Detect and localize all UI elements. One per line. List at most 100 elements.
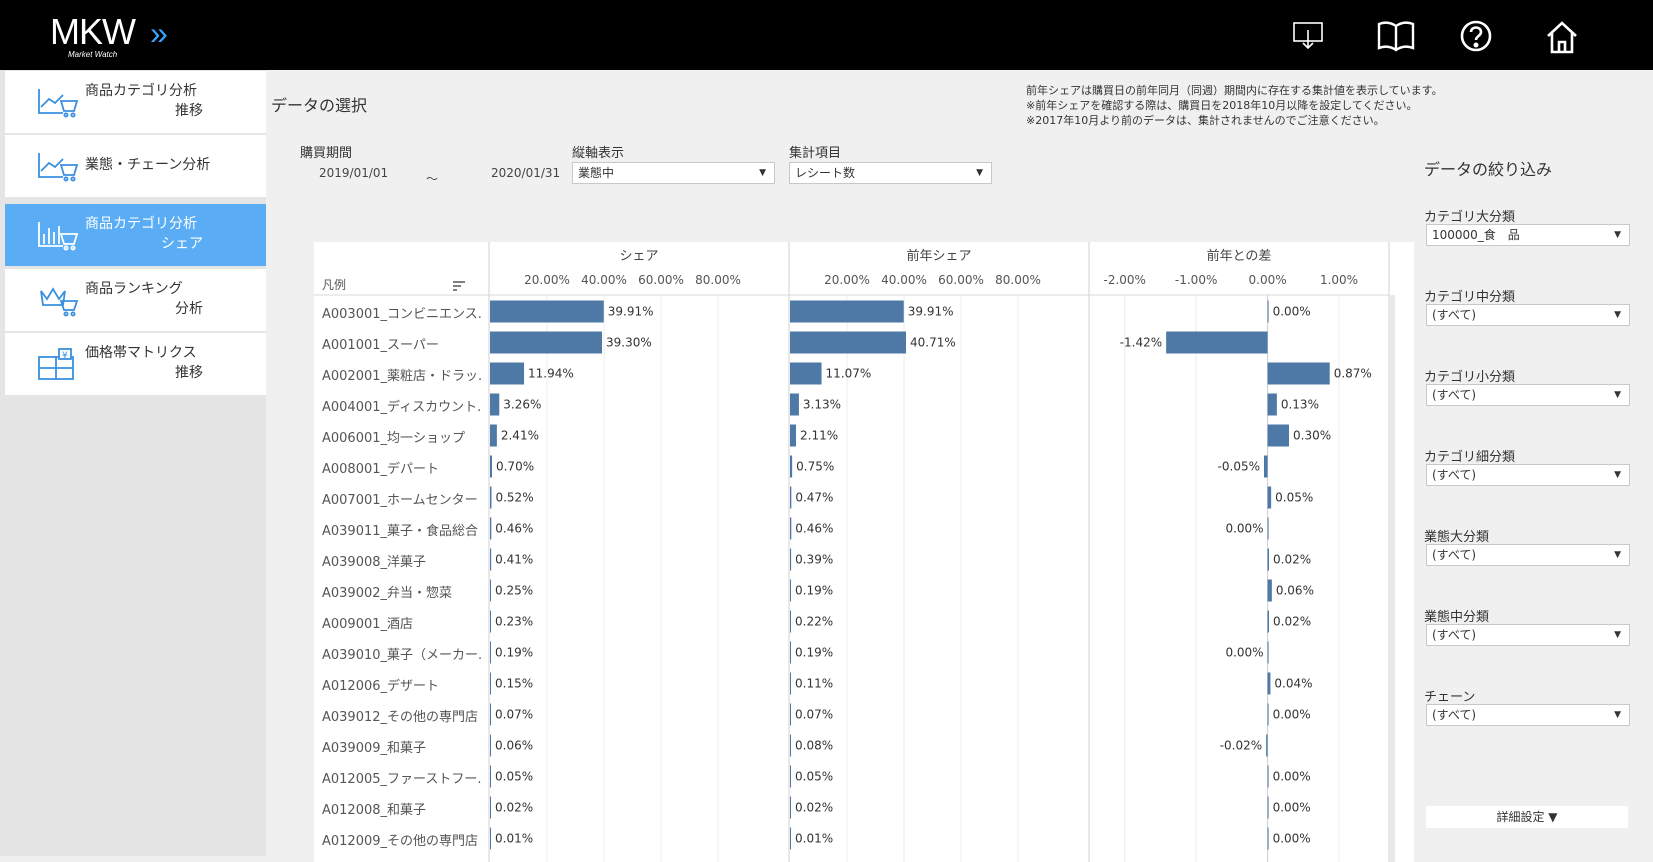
bar-share[interactable] (490, 827, 491, 850)
bar-diff[interactable] (1267, 548, 1269, 571)
bar-diff[interactable] (1267, 703, 1269, 726)
bar-prev-share[interactable] (790, 548, 792, 571)
bar-diff[interactable] (1267, 827, 1269, 850)
filter-select[interactable]: (すべて) ▼ (1426, 544, 1630, 566)
bar-prev-share[interactable] (790, 734, 791, 757)
filter-select[interactable]: (すべて) ▼ (1426, 624, 1630, 646)
category-label[interactable]: A009001_酒店 (322, 616, 414, 632)
category-label[interactable]: A006001_均一ショップ (322, 430, 466, 446)
bar-diff[interactable] (1267, 486, 1272, 509)
sort-icon[interactable] (452, 277, 466, 291)
bar-diff[interactable] (1267, 517, 1269, 540)
home-icon[interactable] (1544, 18, 1582, 54)
category-label[interactable]: A012008_和菓子 (322, 802, 427, 818)
bar-diff[interactable] (1267, 610, 1269, 633)
sidebar-item-product-ranking[interactable]: 商品ランキング 分析 (5, 269, 266, 331)
bar-diff[interactable] (1267, 765, 1269, 788)
bar-share[interactable] (490, 300, 604, 323)
bar-prev-share[interactable] (790, 331, 907, 354)
scrollbar-track[interactable] (1389, 295, 1395, 862)
detail-settings-button[interactable]: 詳細設定 ▼ (1426, 806, 1628, 828)
filter-select[interactable]: (すべて) ▼ (1426, 384, 1630, 406)
category-label[interactable]: A007001_ホームセンター (322, 492, 478, 508)
bar-diff[interactable] (1267, 393, 1277, 416)
notice-line: 前年シェアは購買日の前年同月（同週）期間内に存在する集計値を表示しています。 (1026, 84, 1443, 97)
aggregate-select[interactable]: レシート数 ▼ (789, 162, 992, 184)
bar-share[interactable] (490, 641, 491, 664)
category-label[interactable]: A012009_その他の専門店 (322, 833, 479, 849)
bar-prev-share[interactable] (790, 393, 799, 416)
filter-value: (すべて) (1432, 548, 1477, 562)
bar-diff[interactable] (1267, 579, 1272, 602)
category-label[interactable]: A039012_その他の専門店 (322, 709, 479, 725)
category-label[interactable]: A039009_和菓子 (322, 740, 427, 756)
bar-diff[interactable] (1267, 424, 1289, 447)
bar-diff[interactable] (1266, 734, 1268, 757)
bar-share[interactable] (490, 796, 491, 819)
help-icon[interactable] (1458, 18, 1496, 54)
bar-diff[interactable] (1267, 300, 1269, 323)
filter-select[interactable]: (すべて) ▼ (1426, 704, 1630, 726)
category-label[interactable]: A039002_弁当・惣菜 (322, 585, 453, 601)
bar-prev-share[interactable] (790, 362, 822, 385)
sidebar-item-category-trend[interactable]: 商品カテゴリ分析 推移 (5, 71, 266, 133)
bar-share[interactable] (490, 455, 492, 478)
period-from-input[interactable]: 2019/01/01 (319, 166, 389, 180)
bar-share[interactable] (490, 765, 491, 788)
category-label[interactable]: A008001_デパート (322, 461, 440, 477)
category-label[interactable]: A001001_スーパー (322, 337, 439, 353)
bar-prev-share[interactable] (790, 455, 793, 478)
category-label[interactable]: A003001_コンビニエンス.. (322, 306, 482, 322)
period-to-input[interactable]: 2020/01/31 (491, 166, 561, 180)
bar-prev-share[interactable] (790, 486, 792, 509)
logo[interactable]: MKW » Market Watch (50, 10, 200, 60)
bar-share[interactable] (490, 579, 491, 602)
category-label[interactable]: A002001_薬粧店・ドラッ.. (322, 368, 482, 384)
category-label[interactable]: A039010_菓子（メーカー.. (322, 647, 482, 663)
download-icon[interactable] (1290, 18, 1328, 54)
sidebar-item-category-share[interactable]: 商品カテゴリ分析 シェア (5, 204, 266, 266)
bar-diff[interactable] (1267, 796, 1269, 819)
category-label[interactable]: A012005_ファーストフー.. (322, 771, 482, 787)
bar-diff[interactable] (1166, 331, 1268, 354)
bar-share[interactable] (490, 424, 497, 447)
category-label[interactable]: A039011_菓子・食品総合 (322, 523, 479, 539)
filter-select[interactable]: (すべて) ▼ (1426, 464, 1630, 486)
bar-share[interactable] (490, 331, 603, 354)
vertical-axis-select[interactable]: 業態中 ▼ (572, 162, 775, 184)
category-label[interactable]: A012006_デザート (322, 678, 440, 694)
bar-share[interactable] (490, 672, 491, 695)
sidebar-item-price-matrix[interactable]: ¥ 価格帯マトリクス 推移 (5, 333, 266, 395)
bar-share[interactable] (490, 610, 491, 633)
category-label[interactable]: A004001_ディスカウント.. (322, 399, 482, 415)
bar-prev-share[interactable] (790, 300, 904, 323)
bar-share[interactable] (490, 486, 492, 509)
bar-prev-share[interactable] (790, 827, 791, 850)
bar-diff[interactable] (1267, 672, 1271, 695)
bar-share[interactable] (490, 517, 492, 540)
category-label[interactable]: A039008_洋菓子 (322, 554, 427, 570)
data-label: 11.07% (826, 367, 872, 381)
filter-select[interactable]: 100000_食 品 ▼ (1426, 224, 1630, 246)
bar-prev-share[interactable] (790, 641, 791, 664)
bar-prev-share[interactable] (790, 703, 791, 726)
bar-diff[interactable] (1267, 641, 1269, 664)
bar-share[interactable] (490, 393, 500, 416)
bar-diff[interactable] (1267, 362, 1330, 385)
bar-share[interactable] (490, 703, 491, 726)
bar-prev-share[interactable] (790, 424, 797, 447)
bar-share[interactable] (490, 734, 491, 757)
bar-prev-share[interactable] (790, 672, 791, 695)
bar-prev-share[interactable] (790, 579, 791, 602)
filter-select[interactable]: (すべて) ▼ (1426, 304, 1630, 326)
sidebar-item-label: 業態・チェーン分析 (85, 157, 211, 173)
bar-prev-share[interactable] (790, 765, 791, 788)
book-icon[interactable] (1376, 18, 1415, 54)
sidebar-item-chain-analysis[interactable]: 業態・チェーン分析 (5, 135, 266, 197)
bar-share[interactable] (490, 548, 492, 571)
bar-prev-share[interactable] (790, 796, 791, 819)
bar-share[interactable] (490, 362, 525, 385)
bar-prev-share[interactable] (790, 610, 791, 633)
bar-prev-share[interactable] (790, 517, 792, 540)
bar-diff[interactable] (1264, 455, 1268, 478)
